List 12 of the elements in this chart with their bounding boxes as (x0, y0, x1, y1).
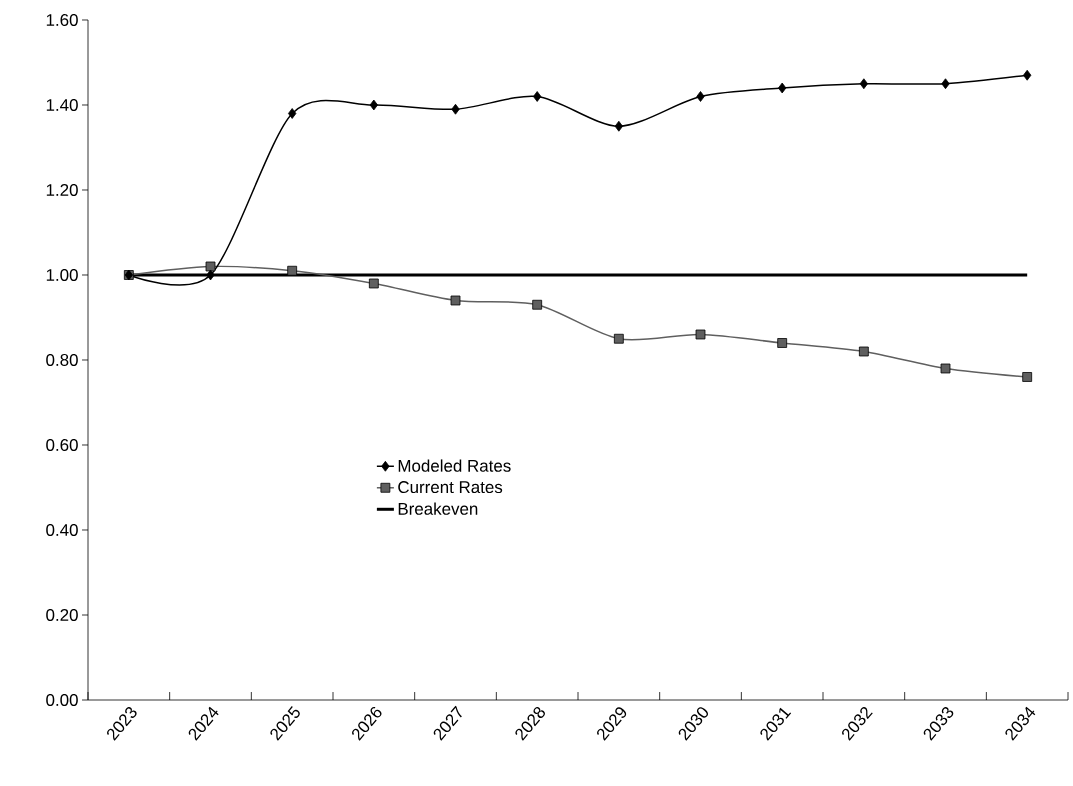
legend-label: Breakeven (398, 502, 478, 515)
y-tick-label: 0.00 (46, 694, 78, 706)
legend-label: Current Rates (398, 481, 503, 494)
y-tick-label: 1.60 (46, 13, 78, 26)
y-tick-label: 0.80 (46, 354, 78, 366)
y-tick-label: 0.40 (46, 524, 78, 536)
y-tick-label: 0.60 (46, 439, 78, 451)
y-tick-label: 1.20 (46, 184, 78, 196)
y-tick-label: 1.40 (46, 98, 78, 111)
legend-label: Modeled Rates (398, 459, 511, 472)
y-tick-label: 0.20 (46, 609, 78, 621)
y-tick-label: 1.00 (46, 269, 78, 281)
